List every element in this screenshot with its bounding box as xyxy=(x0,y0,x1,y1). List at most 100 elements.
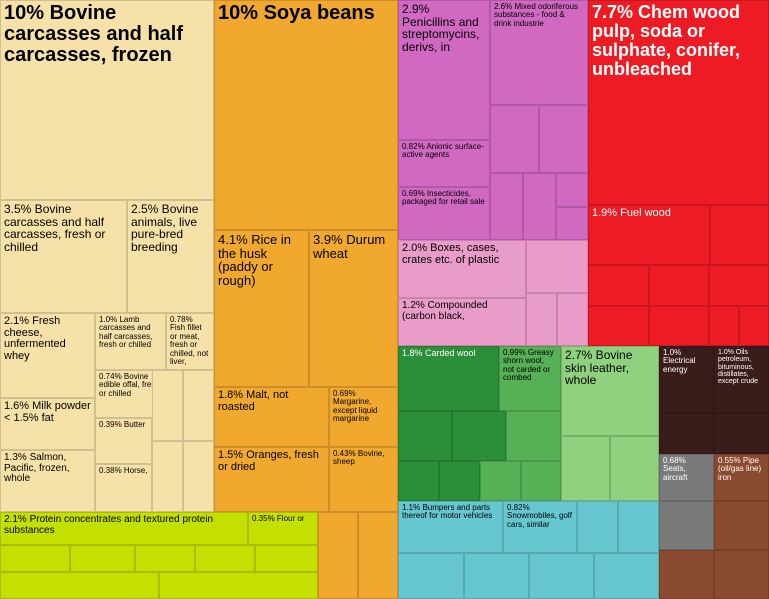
cell-label: 0.69% Insecticides, packaged for retail … xyxy=(402,190,486,207)
cell-crop-small-2 xyxy=(358,512,398,599)
cell-fresh-cheese: 2.1% Fresh cheese, unfermented whey xyxy=(0,313,95,398)
cell-label: 0.55% Pipe (oil/gas line) iron xyxy=(718,457,765,482)
cell-red-small-6 xyxy=(649,306,709,346)
cell-chem-small-2 xyxy=(539,105,588,173)
cell-anionic: 0.82% Anionic surface-active agents xyxy=(398,140,490,187)
cell-cyan-small-3 xyxy=(398,553,464,599)
cell-label: 10% Bovine carcasses and half carcasses,… xyxy=(4,3,210,66)
cell-label: 0.39% Butter xyxy=(99,421,148,429)
cell-proc-small-4 xyxy=(195,545,255,572)
cell-oranges: 1.5% Oranges, fresh or dried xyxy=(214,447,329,512)
cell-green-small-3 xyxy=(506,411,561,461)
cell-chem-small-5 xyxy=(556,173,588,207)
cell-fish-fillet: 0.78% Fish fillet or meat, fresh or chil… xyxy=(166,313,214,370)
cell-label: 1.3% Salmon, Pacific, frozen, whole xyxy=(4,453,91,485)
cell-dark-small-1 xyxy=(659,413,714,454)
cell-lamb: 1.0% Lamb carcasses and half carcasses, … xyxy=(95,313,166,370)
cell-pink-small-2 xyxy=(526,293,557,346)
cell-label: 1.1% Bumpers and parts thereof for motor… xyxy=(402,504,499,521)
cell-seats: 0.68% Seats, aircraft xyxy=(659,454,714,501)
cell-label: 0.82% Anionic surface-active agents xyxy=(402,143,486,160)
cell-label: 1.0% Oils petroleum, bituminous, distill… xyxy=(718,349,765,386)
cell-cyan-small-5 xyxy=(529,553,594,599)
cell-pink-small-1 xyxy=(526,240,588,293)
cell-carbon-black: 1.2% Compounded (carbon black, xyxy=(398,298,526,346)
export-treemap: 10% Bovine carcasses and half carcasses,… xyxy=(0,0,769,599)
cell-red-small-5 xyxy=(588,306,649,346)
cell-label: 2.7% Bovine skin leather, whole xyxy=(565,349,655,387)
cell-rice: 4.1% Rice in the husk (paddy or rough) xyxy=(214,230,309,387)
cell-butter: 0.39% Butter xyxy=(95,418,152,464)
cell-green-small-5 xyxy=(439,461,480,501)
cell-proc-small-1 xyxy=(0,545,70,572)
cell-soya: 10% Soya beans xyxy=(214,0,398,230)
cell-chem-small-6 xyxy=(556,207,588,240)
cell-bovine-live: 2.5% Bovine animals, live pure-bred bree… xyxy=(127,200,214,313)
cell-insecticides: 0.69% Insecticides, packaged for retail … xyxy=(398,187,490,240)
cell-label: 0.43% Bovine, sheep xyxy=(333,450,394,467)
cell-label: 1.2% Compounded (carbon black, xyxy=(402,301,522,322)
cell-label: 0.69% Margarine, except liquid margarine xyxy=(333,390,394,424)
cell-label: 1.5% Oranges, fresh or dried xyxy=(218,450,325,473)
cell-label: 0.35% Flour or xyxy=(252,515,314,523)
cell-label: 0.38% Horse, xyxy=(99,467,148,475)
cell-durum: 3.9% Durum wheat xyxy=(309,230,398,387)
cell-boxes: 2.0% Boxes, cases, crates etc. of plasti… xyxy=(398,240,526,298)
cell-label: 2.1% Fresh cheese, unfermented whey xyxy=(4,316,91,362)
cell-label: 1.6% Milk powder < 1.5% fat xyxy=(4,401,91,424)
cell-chem-small-3 xyxy=(490,173,523,240)
cell-electrical: 1.0% Electrical energy xyxy=(659,346,714,413)
cell-chem-small-1 xyxy=(490,105,539,173)
cell-label: 1.8% Carded wool xyxy=(402,349,495,358)
cell-label: 2.5% Bovine animals, live pure-bred bree… xyxy=(131,203,210,253)
cell-cyan-small-2 xyxy=(618,501,659,553)
cell-greasy: 0.99% Greasy shorn wool, not carded or c… xyxy=(499,346,561,411)
cell-salmon: 1.3% Salmon, Pacific, frozen, whole xyxy=(0,450,95,512)
cell-agri-small-4 xyxy=(183,441,214,512)
cell-label: 0.68% Seats, aircraft xyxy=(663,457,710,482)
cell-leather: 2.7% Bovine skin leather, whole xyxy=(561,346,659,436)
cell-dark-small-2 xyxy=(714,413,769,454)
cell-carded-wool: 1.8% Carded wool xyxy=(398,346,499,411)
cell-label: 1.8% Malt, not roasted xyxy=(218,390,325,413)
cell-label: 2.1% Protein concentrates and textured p… xyxy=(4,515,244,536)
cell-margarine: 0.69% Margarine, except liquid margarine xyxy=(329,387,398,447)
cell-green-small-4 xyxy=(398,461,439,501)
cell-brown-small-2 xyxy=(659,550,714,599)
cell-green-small-1 xyxy=(398,411,452,461)
cell-label: 3.5% Bovine carcasses and half carcasses… xyxy=(4,203,123,253)
cell-agri-small-2 xyxy=(183,370,214,441)
cell-snowmobiles: 0.82% Snowmobiles, golf cars, similar xyxy=(503,501,577,553)
cell-chem-wood: 7.7% Chem wood pulp, soda or sulphate, c… xyxy=(588,0,769,205)
cell-red-small-4 xyxy=(709,265,769,306)
cell-bumpers: 1.1% Bumpers and parts thereof for motor… xyxy=(398,501,503,553)
cell-chem-small-4 xyxy=(523,173,556,240)
cell-bovine-frozen: 10% Bovine carcasses and half carcasses,… xyxy=(0,0,214,200)
cell-pipe: 0.55% Pipe (oil/gas line) iron xyxy=(714,454,769,501)
cell-leather-small-1 xyxy=(561,436,610,501)
cell-green-small-2 xyxy=(452,411,506,461)
cell-red-small-8 xyxy=(739,306,769,346)
cell-crop-small-1 xyxy=(318,512,358,599)
cell-proc-small-2 xyxy=(70,545,135,572)
cell-proc-small-7 xyxy=(159,572,318,599)
cell-green-small-7 xyxy=(521,461,561,501)
cell-agri-small-1 xyxy=(152,370,183,441)
cell-leather-small-2 xyxy=(610,436,659,501)
cell-agri-small-3 xyxy=(152,441,183,512)
cell-label: 2.6% Mixed odoriferous substances - food… xyxy=(494,3,584,28)
cell-protein: 2.1% Protein concentrates and textured p… xyxy=(0,512,248,545)
cell-label: 2.0% Boxes, cases, crates etc. of plasti… xyxy=(402,243,522,266)
cell-pink-small-3 xyxy=(557,293,588,346)
cell-cyan-small-4 xyxy=(464,553,529,599)
cell-bovine-fresh: 3.5% Bovine carcasses and half carcasses… xyxy=(0,200,127,313)
cell-horse: 0.38% Horse, xyxy=(95,464,152,512)
cell-red-small-3 xyxy=(649,265,709,306)
cell-brown-small-1 xyxy=(714,501,769,550)
cell-proc-small-3 xyxy=(135,545,195,572)
cell-cyan-small-1 xyxy=(577,501,618,553)
cell-red-small-2 xyxy=(588,265,649,306)
cell-label: 10% Soya beans xyxy=(218,3,394,24)
cell-label: 7.7% Chem wood pulp, soda or sulphate, c… xyxy=(592,3,765,79)
cell-green-small-6 xyxy=(480,461,521,501)
